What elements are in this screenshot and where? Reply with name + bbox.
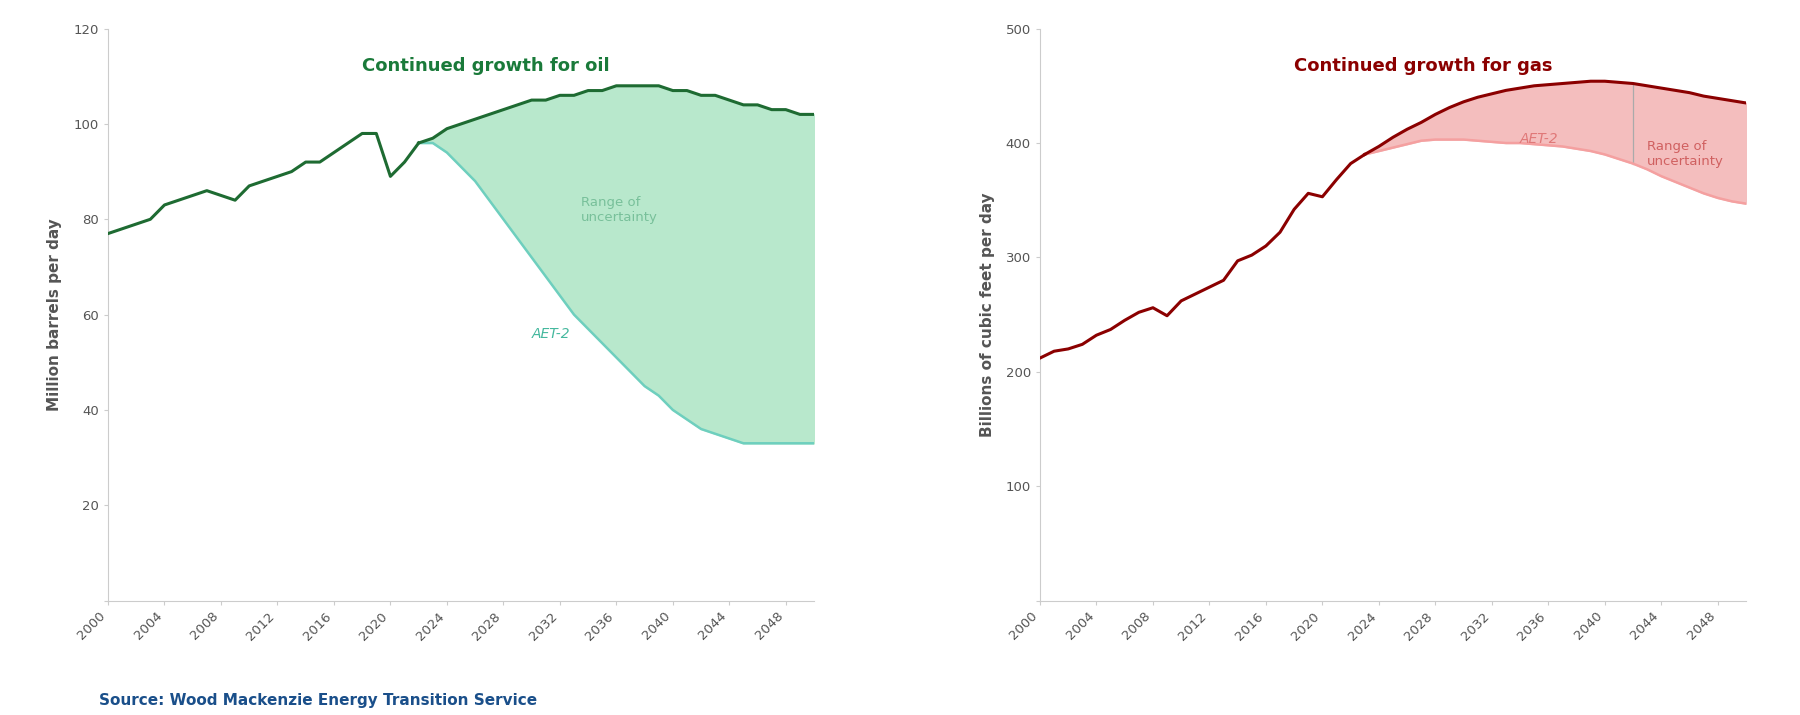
Y-axis label: Billions of cubic feet per day: Billions of cubic feet per day	[979, 192, 995, 437]
Y-axis label: Million barrels per day: Million barrels per day	[47, 218, 63, 411]
Text: Continued growth for gas: Continued growth for gas	[1294, 57, 1553, 75]
Text: Continued growth for oil: Continued growth for oil	[362, 57, 610, 75]
Text: Source: Wood Mackenzie Energy Transition Service: Source: Wood Mackenzie Energy Transition…	[99, 693, 536, 708]
Text: AET-2: AET-2	[1519, 132, 1559, 146]
Text: Range of
uncertainty: Range of uncertainty	[1647, 140, 1724, 169]
Text: AET-2: AET-2	[531, 327, 571, 342]
Text: Range of
uncertainty: Range of uncertainty	[581, 196, 659, 224]
